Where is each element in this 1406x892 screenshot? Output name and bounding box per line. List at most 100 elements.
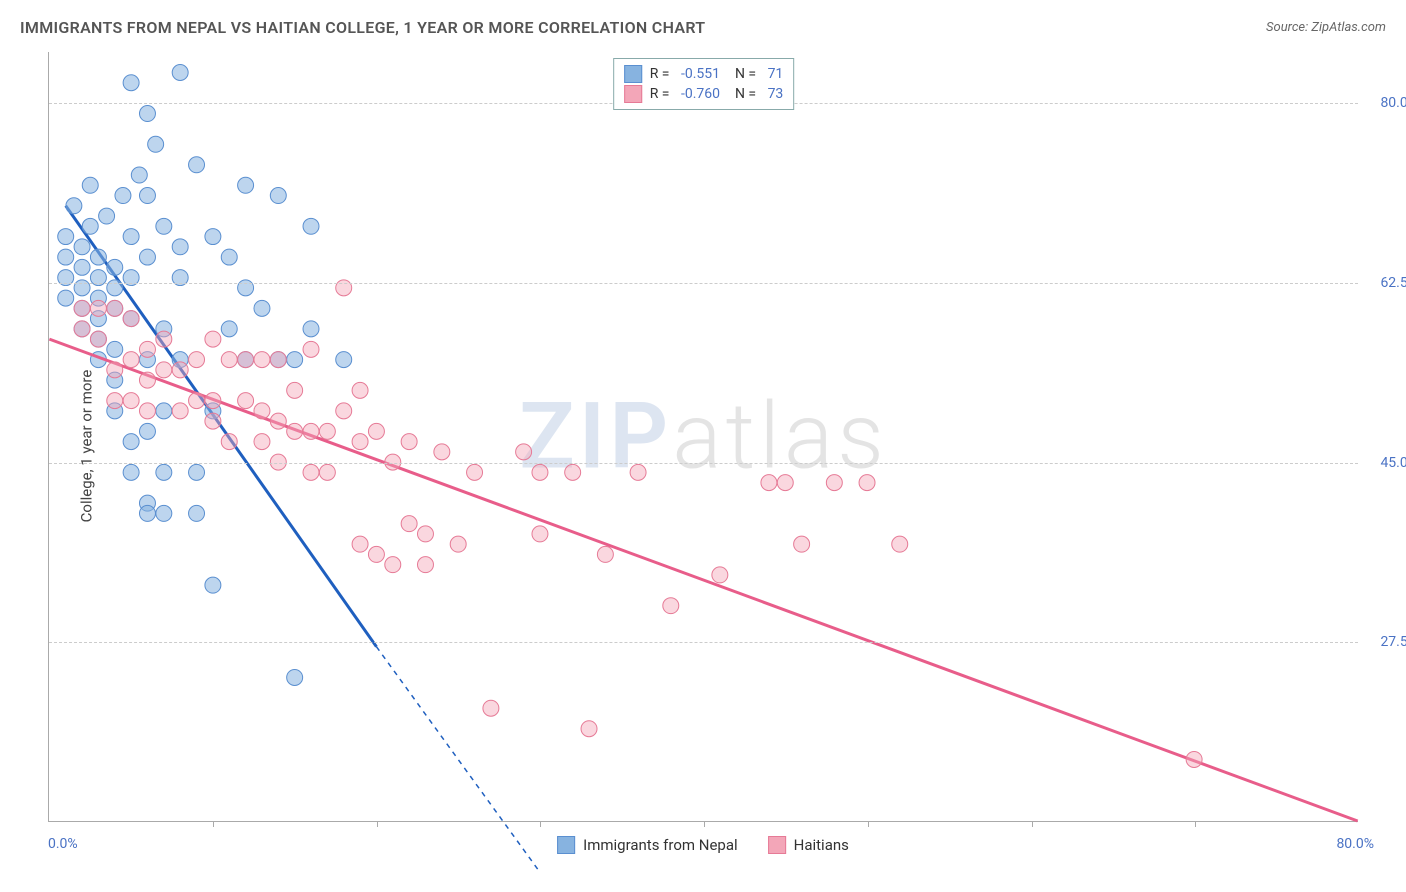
legend-swatch [768,836,786,854]
data-point-nepal [58,229,74,245]
data-point-nepal [82,177,98,193]
legend-stats: R = -0.551 N = 71 R = -0.760 N = 73 [613,58,795,110]
legend-swatch [557,836,575,854]
data-point-haitian [761,475,777,491]
data-point-nepal [139,249,155,265]
regression-line-dashed-nepal [376,647,540,873]
data-point-haitian [123,352,139,368]
data-point-nepal [189,505,205,521]
x-tick [1032,821,1033,827]
data-point-haitian [385,557,401,573]
data-point-haitian [516,444,532,460]
data-point-haitian [630,464,646,480]
data-point-nepal [189,157,205,173]
swatch-haitian [624,85,642,103]
data-point-nepal [287,669,303,685]
r-value-haitian: -0.760 [681,86,720,102]
data-point-haitian [303,341,319,357]
data-point-haitian [565,464,581,480]
chart-title: IMMIGRANTS FROM NEPAL VS HAITIAN COLLEGE… [20,18,705,37]
x-tick [868,821,869,827]
data-point-haitian [254,434,270,450]
data-point-nepal [238,177,254,193]
data-point-haitian [1186,751,1202,767]
data-point-haitian [107,393,123,409]
data-point-nepal [82,218,98,234]
x-min-label: 0.0% [48,836,78,852]
data-point-haitian [401,516,417,532]
data-point-haitian [123,393,139,409]
regression-line-haitian [49,339,1357,821]
data-point-nepal [58,249,74,265]
data-point-haitian [777,475,793,491]
data-point-nepal [74,259,90,275]
data-point-nepal [303,321,319,337]
data-point-haitian [859,475,875,491]
y-tick-label: 45.0% [1363,455,1406,471]
data-point-haitian [417,526,433,542]
data-point-haitian [434,444,450,460]
y-tick-label: 80.0% [1363,95,1406,111]
data-point-haitian [712,567,728,583]
data-point-haitian [336,403,352,419]
data-point-haitian [107,300,123,316]
data-point-haitian [352,434,368,450]
data-point-nepal [123,229,139,245]
data-point-haitian [581,721,597,737]
data-point-haitian [156,362,172,378]
data-point-haitian [319,464,335,480]
n-label: N = [728,66,760,82]
data-point-haitian [794,536,810,552]
n-value-haitian: 73 [768,86,784,102]
data-point-haitian [90,331,106,347]
data-point-haitian [270,352,286,368]
data-point-haitian [826,475,842,491]
data-point-haitian [270,413,286,429]
data-point-nepal [156,505,172,521]
data-point-nepal [131,167,147,183]
data-point-haitian [238,393,254,409]
data-point-nepal [139,423,155,439]
data-point-haitian [368,423,384,439]
x-tick [704,821,705,827]
data-point-nepal [303,218,319,234]
data-point-haitian [287,382,303,398]
data-point-nepal [205,229,221,245]
data-point-nepal [139,188,155,204]
gridline-h [49,283,1358,284]
data-point-haitian [205,413,221,429]
legend-item: Haitians [768,836,849,854]
data-point-nepal [115,188,131,204]
data-point-haitian [221,352,237,368]
plot-area: ZIPatlas R = -0.551 N = 71 R = -0.760 N … [48,52,1358,822]
data-point-haitian [205,393,221,409]
data-point-nepal [123,464,139,480]
data-point-nepal [254,300,270,316]
data-point-nepal [172,65,188,81]
data-point-haitian [483,700,499,716]
data-point-haitian [189,352,205,368]
data-point-haitian [532,464,548,480]
data-point-haitian [450,536,466,552]
data-point-nepal [139,106,155,122]
data-point-haitian [123,311,139,327]
data-point-nepal [287,352,303,368]
data-point-haitian [139,403,155,419]
r-value-nepal: -0.551 [681,66,720,82]
x-max-label: 80.0% [1336,836,1374,852]
plot-svg [49,52,1358,821]
data-point-nepal [90,249,106,265]
data-point-haitian [532,526,548,542]
data-point-nepal [123,75,139,91]
data-point-nepal [189,464,205,480]
data-point-nepal [156,403,172,419]
data-point-nepal [58,290,74,306]
data-point-haitian [303,423,319,439]
legend-item: Immigrants from Nepal [557,836,738,854]
legend-bottom: Immigrants from Nepal Haitians [557,836,849,854]
data-point-haitian [417,557,433,573]
data-point-haitian [74,321,90,337]
data-point-nepal [205,577,221,593]
data-point-haitian [189,393,205,409]
r-label: R = [650,66,673,82]
